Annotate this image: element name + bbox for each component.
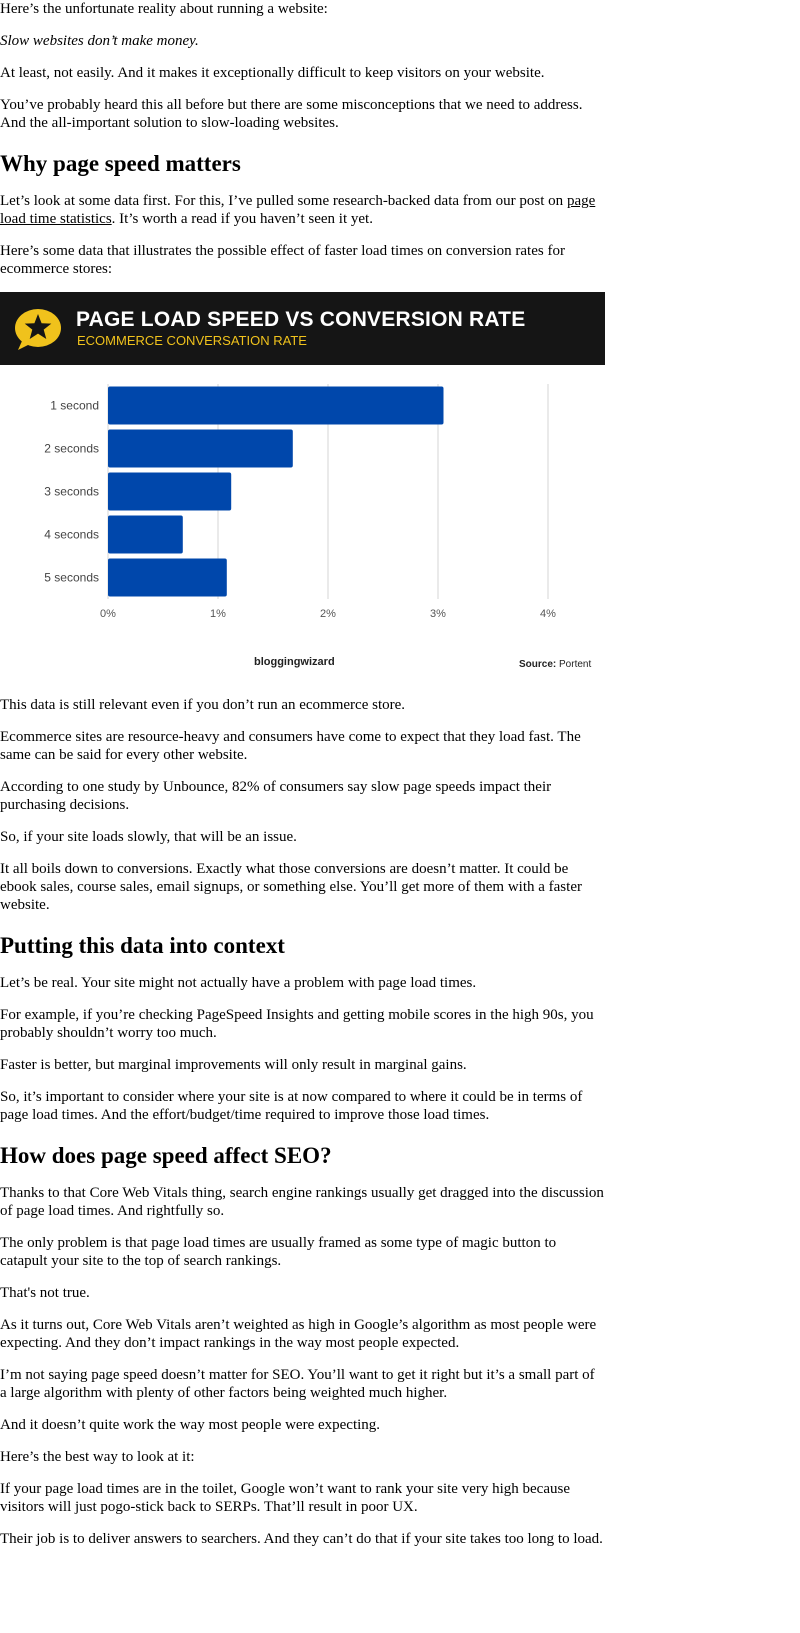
- section1-p1-after: . It’s worth a read if you haven’t seen …: [111, 211, 373, 227]
- section2-paragraph-3: Faster is better, but marginal improveme…: [0, 1057, 467, 1073]
- section1-after-paragraph-3: According to one study by Unbounce, 82% …: [0, 779, 552, 813]
- intro-paragraph-4: You’ve probably heard this all before bu…: [0, 97, 583, 131]
- bar-2: [108, 429, 293, 468]
- figure-header: PAGE LOAD SPEED VS CONVERSION RATE ECOMM…: [0, 292, 605, 365]
- bloggingwizard-logo: bloggingwizard: [254, 656, 335, 668]
- category-label: 5 seconds: [44, 571, 99, 585]
- page-load-time-statistics-link[interactable]: page load time statistics: [0, 193, 596, 227]
- section2-paragraph-2: For example, if you’re checking PageSpee…: [0, 1007, 594, 1041]
- section1-p1-before: Let’s look at some data first. For this,…: [0, 193, 567, 209]
- section3-paragraph-6: And it doesn’t quite work the way most p…: [0, 1417, 381, 1433]
- section3-paragraph-3: That's not true.: [0, 1285, 90, 1301]
- section3-paragraph-4: As it turns out, Core Web Vitals aren’t …: [0, 1317, 597, 1351]
- x-tick-label: 0%: [100, 608, 116, 620]
- section1-after-paragraph-5: It all boils down to conversions. Exactl…: [0, 861, 582, 913]
- conversion-rate-figure: PAGE LOAD SPEED VS CONVERSION RATE ECOMM…: [0, 292, 605, 680]
- article-body: Here’s the unfortunate reality about run…: [0, 1, 605, 1547]
- category-label: 3 seconds: [44, 485, 99, 499]
- x-tick-label: 1%: [210, 608, 226, 620]
- heading-why-page-speed-matters: Why page speed matters: [0, 151, 241, 176]
- heading-page-speed-seo: How does page speed affect SEO?: [0, 1143, 332, 1168]
- x-tick-label: 4%: [540, 608, 556, 620]
- star-badge-icon: [15, 309, 61, 350]
- section1-after-paragraph-2: Ecommerce sites are resource-heavy and c…: [0, 729, 581, 763]
- chart-source: Source: Portent: [519, 656, 591, 674]
- x-tick-label: 2%: [320, 608, 336, 620]
- category-label: 1 second: [50, 399, 99, 413]
- intro-emphasis: Slow websites don’t make money.: [0, 33, 199, 49]
- section1-after-paragraph-4: So, if your site loads slowly, that will…: [0, 829, 297, 845]
- conversion-bar-chart: 0% 1% 2% 3% 4% 1 second 2 seconds 3 seconds 4 se…: [44, 384, 556, 620]
- bar-1: [108, 386, 444, 425]
- bar-5: [108, 558, 227, 597]
- intro-paragraph-1: Here’s the unfortunate reality about run…: [0, 1, 328, 17]
- x-tick-label: 3%: [430, 608, 446, 620]
- section3-paragraph-9: Their job is to deliver answers to searc…: [0, 1531, 603, 1547]
- section3-paragraph-8: If your page load times are in the toile…: [0, 1481, 570, 1515]
- bar-3: [108, 472, 232, 511]
- section3-paragraph-1: Thanks to that Core Web Vitals thing, se…: [0, 1185, 604, 1219]
- section2-paragraph-4: So, it’s important to consider where you…: [0, 1089, 583, 1123]
- source-label: Source:: [519, 659, 557, 670]
- section1-after-paragraph-1: This data is still relevant even if you …: [0, 697, 406, 713]
- chart-subtitle: ECOMMERCE CONVERSATION RATE: [77, 333, 307, 348]
- category-label: 2 seconds: [44, 442, 99, 456]
- category-label: 4 seconds: [44, 528, 99, 542]
- section1-paragraph-1: Let’s look at some data first. For this,…: [0, 192, 605, 228]
- section2-paragraph-1: Let’s be real. Your site might not actua…: [0, 975, 477, 991]
- section3-paragraph-2: The only problem is that page load times…: [0, 1235, 557, 1269]
- chart-title: PAGE LOAD SPEED VS CONVERSION RATE: [76, 308, 526, 331]
- source-value: Portent: [559, 659, 592, 670]
- intro-paragraph-2: Slow websites don’t make money.: [0, 32, 605, 50]
- section1-paragraph-2: Here’s some data that illustrates the po…: [0, 243, 565, 277]
- intro-paragraph-3: At least, not easily. And it makes it ex…: [0, 65, 545, 81]
- heading-putting-data-into-context: Putting this data into context: [0, 933, 285, 958]
- section3-paragraph-7: Here’s the best way to look at it:: [0, 1449, 195, 1465]
- section3-paragraph-5: I’m not saying page speed doesn’t matter…: [0, 1367, 595, 1401]
- bar-4: [108, 515, 183, 554]
